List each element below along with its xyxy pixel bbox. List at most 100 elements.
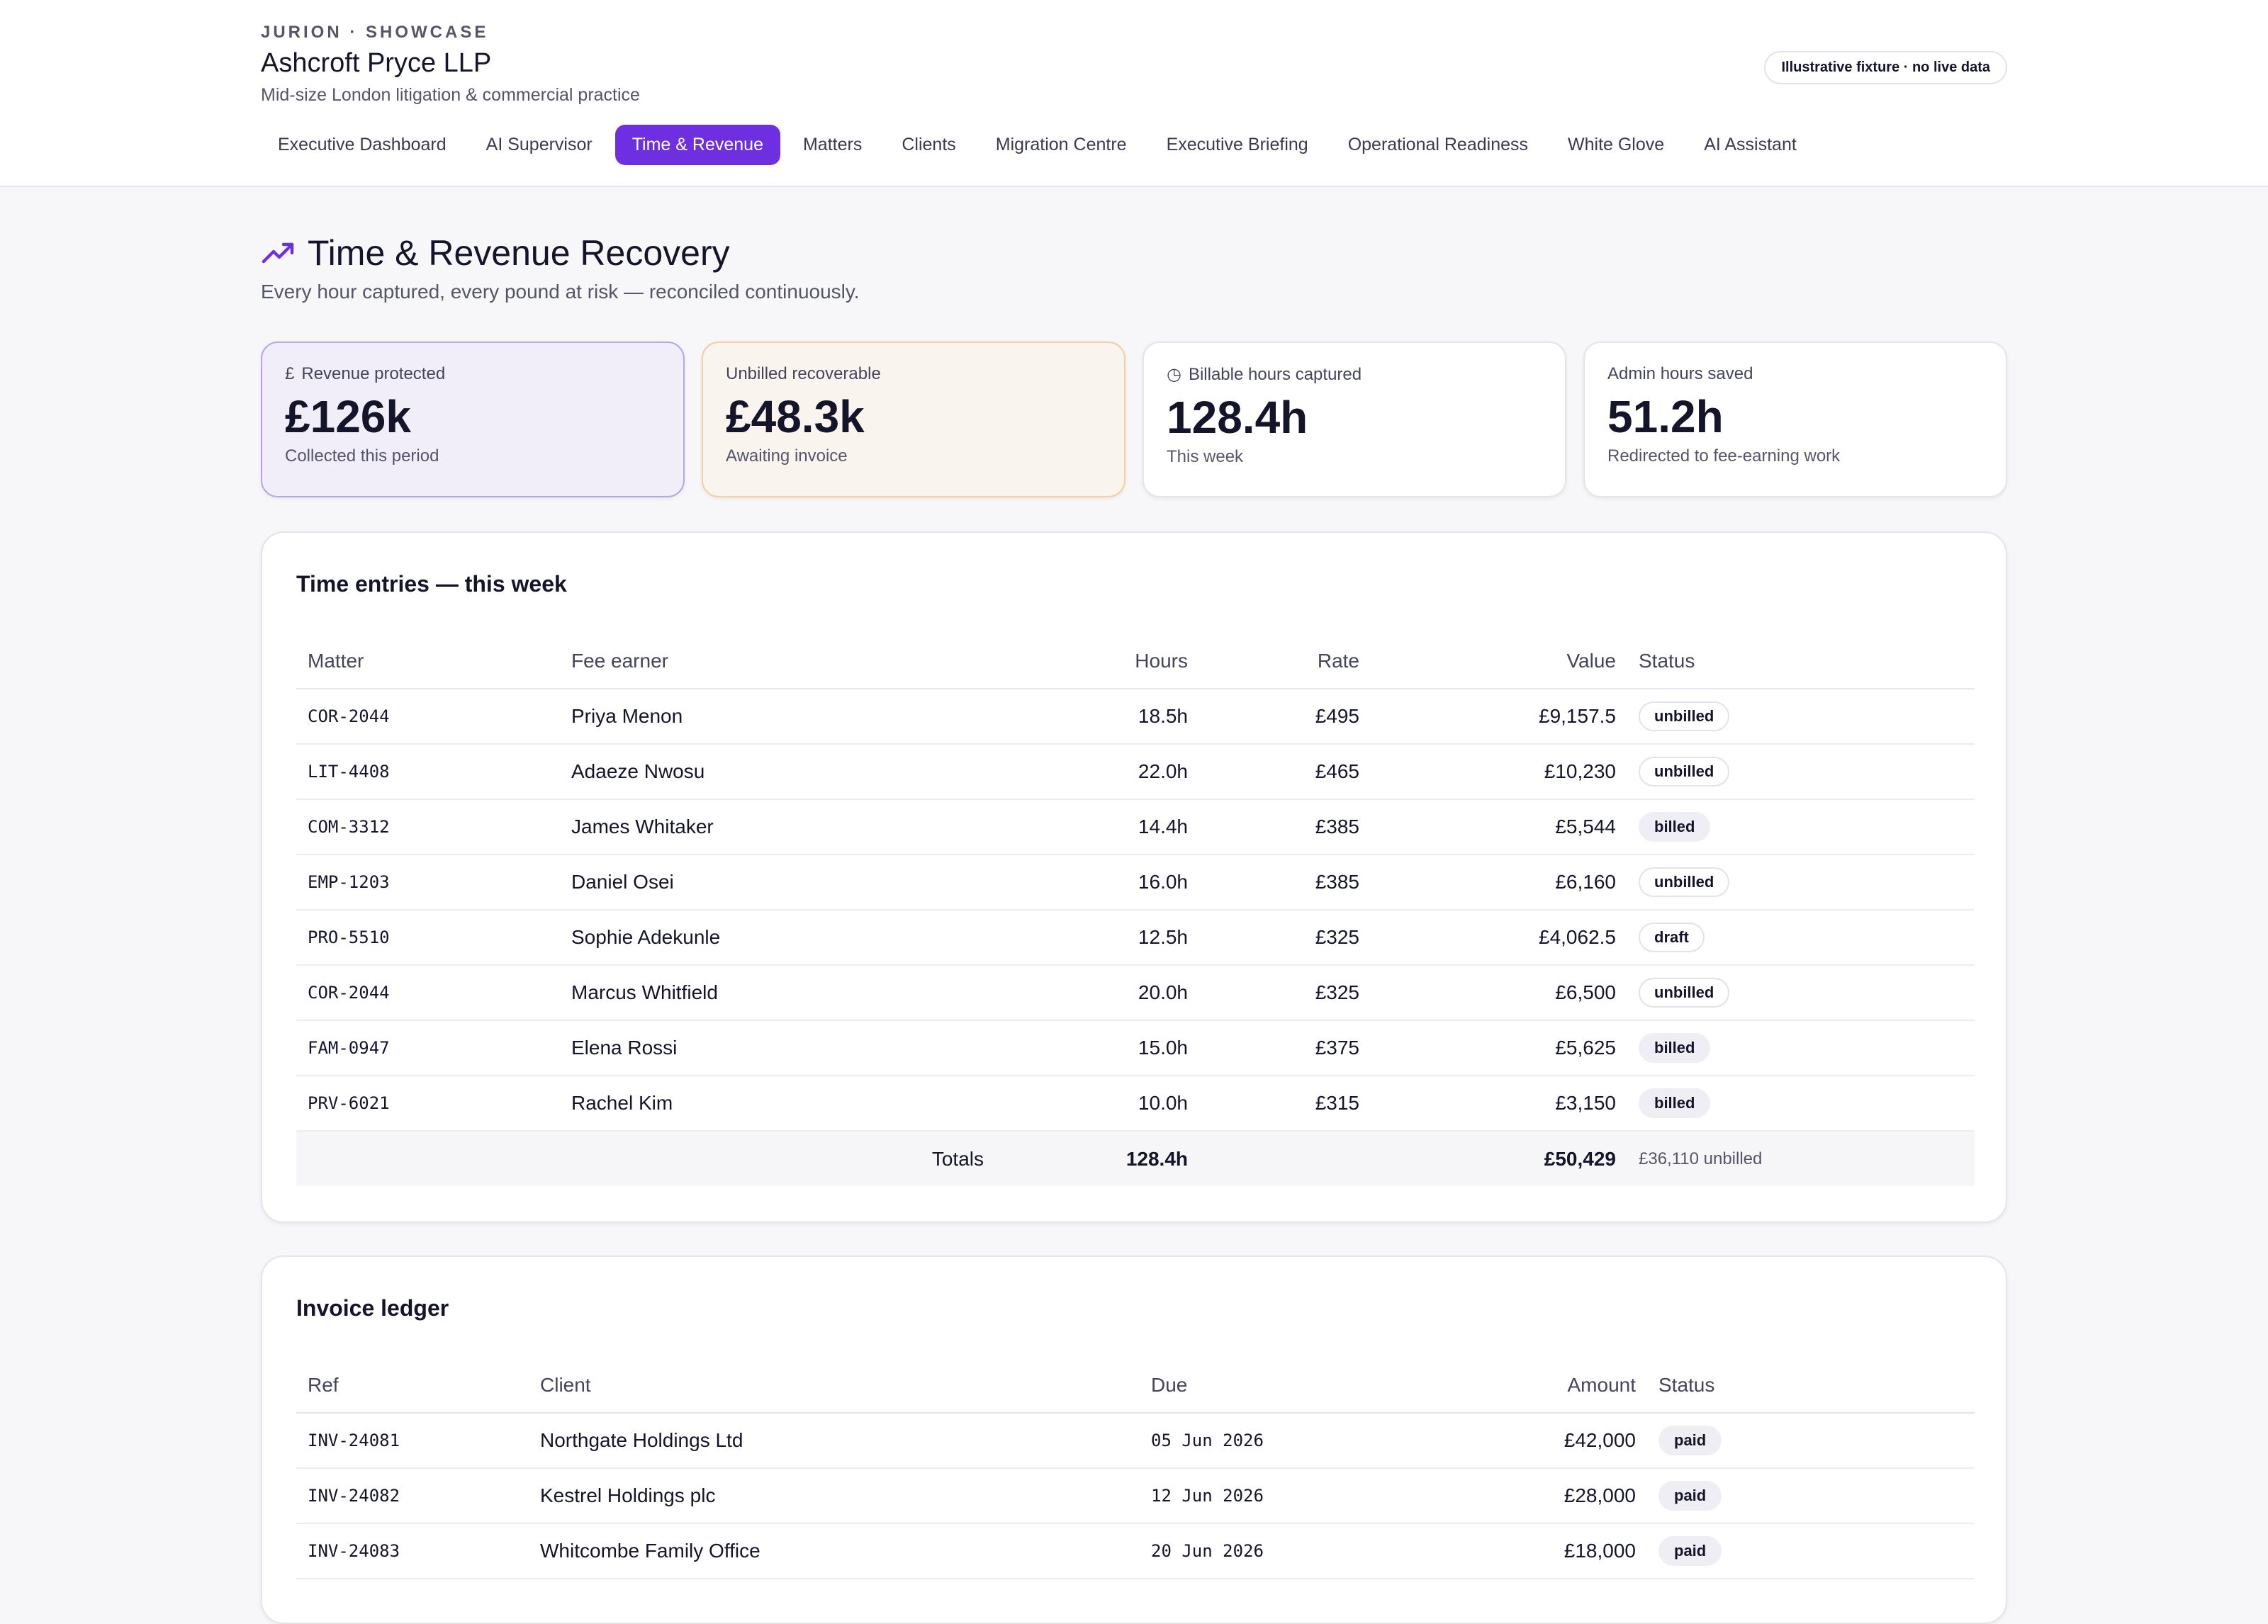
table-row[interactable]: INV-24083 Whitcombe Family Office 20 Jun…	[296, 1523, 1975, 1579]
tab-matters[interactable]: Matters	[802, 135, 863, 154]
column-header[interactable]: Amount	[1452, 1358, 1647, 1414]
tab-white-glove[interactable]: White Glove	[1568, 135, 1665, 154]
tab-executive-briefing[interactable]: Executive Briefing	[1166, 135, 1308, 154]
column-header[interactable]: Hours	[995, 633, 1199, 689]
hours-cell: 14.4h	[995, 799, 1199, 855]
column-header[interactable]: Due	[1140, 1358, 1452, 1414]
ref-cell: INV-24081	[296, 1413, 529, 1469]
tab-ai-assistant[interactable]: AI Assistant	[1704, 135, 1797, 154]
column-header[interactable]: Value	[1371, 633, 1627, 689]
fee-earner-cell: Marcus Whitfield	[560, 965, 995, 1021]
table-row[interactable]: FAM-0947 Elena Rossi 15.0h £375 £5,625 b…	[296, 1020, 1975, 1076]
client-cell: Kestrel Holdings plc	[529, 1468, 1140, 1524]
due-cell: 05 Jun 2026	[1140, 1413, 1452, 1469]
status-badge: paid	[1658, 1426, 1722, 1455]
column-header[interactable]: Rate	[1199, 633, 1371, 689]
kpi-label: Admin hours saved	[1607, 364, 1753, 383]
fee-earner-cell: Priya Menon	[560, 689, 995, 745]
status-badge: unbilled	[1639, 757, 1730, 786]
hours-cell: 22.0h	[995, 744, 1199, 800]
status-badge: unbilled	[1639, 867, 1730, 897]
kpi-label-row: Unbilled recoverable	[726, 364, 1101, 384]
kpi-label-row: £ Revenue protected	[285, 364, 661, 384]
hours-cell: 12.5h	[995, 910, 1199, 966]
kpi-note: This week	[1167, 447, 1244, 466]
value-cell: £10,230	[1371, 744, 1627, 800]
tab-clients[interactable]: Clients	[902, 135, 956, 154]
column-header[interactable]: Status	[1647, 1358, 1975, 1414]
rate-cell: £385	[1199, 799, 1371, 855]
status-cell: unbilled	[1627, 689, 1975, 745]
due-cell: 20 Jun 2026	[1140, 1523, 1452, 1579]
rate-cell: £325	[1199, 965, 1371, 1021]
totals-spacer	[1199, 1131, 1371, 1186]
fee-earner-cell: Rachel Kim	[560, 1076, 995, 1132]
matter-cell: FAM-0947	[296, 1020, 560, 1076]
hours-cell: 18.5h	[995, 689, 1199, 745]
column-header[interactable]: Ref	[296, 1358, 529, 1414]
table-row[interactable]: COR-2044 Marcus Whitfield 20.0h £325 £6,…	[296, 965, 1975, 1021]
status-badge: billed	[1639, 1088, 1711, 1118]
tab-time-revenue[interactable]: Time & Revenue	[614, 125, 780, 165]
card-title: Time entries — this week	[296, 571, 567, 597]
page-header: Time & Revenue Recovery	[261, 232, 730, 274]
fee-earner-cell: Adaeze Nwosu	[560, 744, 995, 800]
totals-row: Totals 128.4h £50,429 £36,110 unbilled	[296, 1131, 1975, 1186]
status-cell: billed	[1627, 1020, 1975, 1076]
status-badge: paid	[1658, 1481, 1722, 1511]
kpi-note: Redirected to fee-earning work	[1607, 446, 1841, 466]
page-subtitle: Every hour captured, every pound at risk…	[261, 281, 860, 303]
kpi-label: Revenue protected	[301, 364, 446, 383]
tab-ai-supervisor[interactable]: AI Supervisor	[485, 135, 593, 154]
value-cell: £5,544	[1371, 799, 1627, 855]
table-row[interactable]: INV-24081 Northgate Holdings Ltd 05 Jun …	[296, 1413, 1975, 1469]
tab-executive-dashboard[interactable]: Executive Dashboard	[278, 135, 447, 154]
pound-icon: £	[285, 364, 295, 383]
rate-cell: £315	[1199, 1076, 1371, 1132]
table-row[interactable]: LIT-4408 Adaeze Nwosu 22.0h £465 £10,230…	[296, 744, 1975, 800]
time-entries-table: Matter Fee earner Hours Rate Value Statu…	[296, 633, 1975, 1186]
status-badge: draft	[1639, 923, 1705, 952]
hours-cell: 20.0h	[995, 965, 1199, 1021]
column-header[interactable]: Fee earner	[560, 633, 995, 689]
column-header[interactable]: Matter	[296, 633, 560, 689]
status-badge: billed	[1639, 812, 1711, 842]
table-row[interactable]: PRV-6021 Rachel Kim 10.0h £315 £3,150 bi…	[296, 1076, 1975, 1132]
due-cell: 12 Jun 2026	[1140, 1468, 1452, 1524]
status-cell: unbilled	[1627, 744, 1975, 800]
status-cell: billed	[1627, 1076, 1975, 1132]
status-cell: unbilled	[1627, 965, 1975, 1021]
hours-cell: 15.0h	[995, 1020, 1199, 1076]
kpi-billable-hours: ◷ Billable hours captured 128.4h This we…	[1143, 342, 1566, 497]
tab-operational-readiness[interactable]: Operational Readiness	[1347, 135, 1529, 154]
tab-migration-centre[interactable]: Migration Centre	[995, 135, 1127, 154]
matter-cell: COM-3312	[296, 799, 560, 855]
fee-earner-cell: Elena Rossi	[560, 1020, 995, 1076]
table-row[interactable]: EMP-1203 Daniel Osei 16.0h £385 £6,160 u…	[296, 855, 1975, 910]
time-entries-card: Time entries — this week Matter Fee earn…	[261, 531, 2007, 1223]
firm-name: Ashcroft Pryce LLP	[261, 48, 492, 78]
column-header[interactable]: Client	[529, 1358, 1140, 1414]
column-header[interactable]: Status	[1627, 633, 1975, 689]
table-row[interactable]: COR-2044 Priya Menon 18.5h £495 £9,157.5…	[296, 689, 1975, 745]
invoice-ledger-table: Ref Client Due Amount Status INV-24081 N…	[296, 1358, 1975, 1579]
clock-icon: ◷	[1167, 365, 1181, 384]
kpi-label-row: Admin hours saved	[1607, 364, 1983, 384]
table-row[interactable]: PRO-5510 Sophie Adekunle 12.5h £325 £4,0…	[296, 910, 1975, 966]
rate-cell: £465	[1199, 744, 1371, 800]
kpi-row: £ Revenue protected £126k Collected this…	[261, 342, 2007, 497]
kpi-revenue-protected: £ Revenue protected £126k Collected this…	[261, 342, 685, 497]
table-row[interactable]: INV-24082 Kestrel Holdings plc 12 Jun 20…	[296, 1468, 1975, 1524]
kpi-value: 128.4h	[1167, 392, 1308, 443]
client-cell: Whitcombe Family Office	[529, 1523, 1140, 1579]
fee-earner-cell: Sophie Adekunle	[560, 910, 995, 966]
kpi-value: £48.3k	[726, 391, 865, 442]
totals-hours: 128.4h	[995, 1131, 1199, 1186]
client-cell: Northgate Holdings Ltd	[529, 1413, 1140, 1469]
card-title: Invoice ledger	[296, 1295, 449, 1321]
matter-cell: PRV-6021	[296, 1076, 560, 1132]
status-cell: draft	[1627, 910, 1975, 966]
status-badge: paid	[1658, 1536, 1722, 1566]
table-row[interactable]: COM-3312 James Whitaker 14.4h £385 £5,54…	[296, 799, 1975, 855]
matter-cell: COR-2044	[296, 689, 560, 745]
